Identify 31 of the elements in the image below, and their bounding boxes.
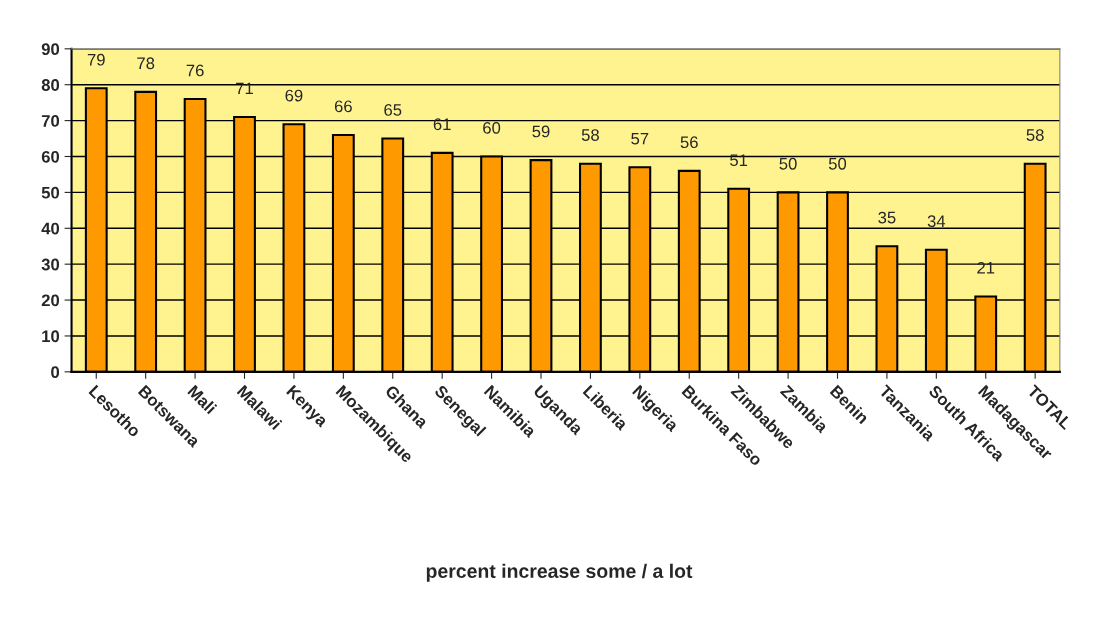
data-label: 57 [631,132,649,145]
data-label: 76 [186,64,204,77]
data-label: 58 [1026,129,1044,141]
data-label: 51 [730,154,748,167]
data-label: 61 [433,118,451,131]
data-label: 56 [680,136,698,149]
data-label: 21 [977,261,995,274]
data-label: 50 [828,157,847,170]
y-tick-label: 0 [51,366,60,379]
data-label: 69 [285,89,303,102]
y-tick-label: 90 [41,43,60,56]
y-tick-label: 20 [41,294,60,307]
y-tick-label: 50 [41,186,60,199]
data-label: 50 [779,157,797,170]
data-label: 60 [483,121,501,134]
data-label: 58 [581,129,599,141]
y-tick-label: 30 [41,258,60,271]
data-label: 79 [87,53,105,66]
y-tick-label: 60 [41,150,60,163]
data-label: 78 [137,57,155,70]
y-tick-label: 10 [42,330,60,343]
text: percent increase some / a lot [426,563,693,582]
y-tick-label: 40 [41,222,60,235]
data-label: 65 [384,104,402,116]
data-label: 34 [927,215,946,228]
y-tick-label: 70 [41,115,60,127]
data-label: 71 [236,82,253,95]
y-tick-label: 80 [41,79,60,91]
data-label: 59 [532,125,550,138]
data-label: 35 [878,211,896,224]
data-label: 66 [334,100,352,113]
